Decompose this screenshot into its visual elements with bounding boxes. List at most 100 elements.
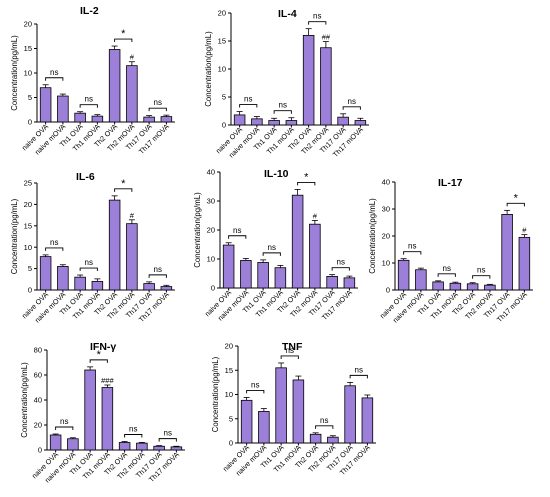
significance-bracket bbox=[280, 355, 299, 359]
bar-naive-mova bbox=[57, 266, 69, 291]
bar-th17-ova bbox=[344, 385, 356, 444]
chart-title: IL-6 bbox=[76, 171, 95, 183]
hash-mark: # bbox=[130, 211, 135, 220]
bar-th17-mova bbox=[343, 277, 356, 289]
significance-bracket bbox=[262, 252, 281, 256]
y-tick-label: 10 bbox=[24, 69, 32, 78]
chart-title: IFN-γ bbox=[90, 341, 116, 353]
y-tick-label: 20 bbox=[24, 20, 32, 29]
y-tick-label: 20 bbox=[218, 9, 226, 18]
y-axis-label: Concentration(pg/mL) bbox=[10, 198, 19, 274]
bar-th1-mova bbox=[91, 115, 104, 123]
y-tick-label: 20 bbox=[382, 232, 390, 241]
y-tick-label: 80 bbox=[34, 346, 42, 355]
bar-th1-mova bbox=[292, 379, 305, 444]
y-tick-label: 25 bbox=[24, 179, 32, 188]
significance-label: ns bbox=[154, 265, 162, 274]
y-tick-label: 5 bbox=[229, 414, 233, 423]
y-tick-label: 0 bbox=[211, 284, 215, 293]
significance-bracket bbox=[79, 104, 98, 108]
y-tick-label: 10 bbox=[382, 259, 390, 268]
bar-naive-mova bbox=[57, 95, 69, 123]
y-axis-label: Concentration(pg/mL) bbox=[20, 362, 29, 438]
bar-th17-ova bbox=[326, 275, 338, 289]
bar-naive-ova bbox=[49, 434, 62, 451]
y-tick-label: 10 bbox=[225, 390, 233, 399]
bar-th17-mova bbox=[160, 286, 173, 291]
bar-th1-ova bbox=[74, 112, 86, 123]
significance-bracket bbox=[45, 247, 64, 251]
y-tick-label: 0 bbox=[222, 121, 226, 130]
significance-label: ns bbox=[85, 258, 93, 267]
significance-bracket bbox=[506, 202, 525, 207]
significance-bracket bbox=[349, 374, 368, 379]
y-axis-label: Concentration(pg/mL) bbox=[193, 192, 202, 268]
significance-bracket bbox=[55, 426, 74, 430]
y-axis-label: Concentration(pg/mL) bbox=[211, 356, 220, 432]
significance-bracket bbox=[114, 188, 133, 192]
bar-naive-mova bbox=[67, 438, 79, 451]
significance-label: ns bbox=[164, 429, 172, 438]
bar-th2-mova bbox=[309, 223, 321, 289]
panel-il17: IL-17010203040Concentration(pg/mL)naive … bbox=[368, 177, 533, 325]
significance-bracket bbox=[403, 251, 422, 255]
significance-label: ns bbox=[320, 416, 328, 425]
significance-bracket bbox=[228, 235, 247, 239]
y-axis-label: Concentration(pg/mL) bbox=[204, 31, 213, 107]
bar-th2-ova bbox=[291, 194, 304, 289]
bar-th2-ova bbox=[302, 35, 315, 126]
y-tick-label: 40 bbox=[382, 178, 390, 187]
y-tick-label: 0 bbox=[28, 118, 32, 127]
hash-mark: # bbox=[313, 211, 318, 220]
significance-label: ns bbox=[50, 238, 58, 247]
significance-label: ns bbox=[60, 417, 68, 426]
significance-label: * bbox=[304, 171, 309, 183]
significance-bracket bbox=[114, 38, 133, 43]
significance-bracket bbox=[239, 104, 258, 108]
y-tick-label: 5 bbox=[28, 264, 32, 273]
y-tick-label: 20 bbox=[225, 342, 233, 351]
significance-bracket bbox=[158, 438, 177, 442]
bar-th17-mova bbox=[170, 446, 183, 451]
bar-th1-ova bbox=[432, 281, 444, 291]
significance-bracket bbox=[331, 267, 350, 271]
bar-th1-mova bbox=[449, 282, 462, 291]
bar-th2-ova bbox=[309, 433, 322, 444]
y-tick-label: 5 bbox=[28, 93, 32, 102]
bar-naive-ova bbox=[233, 114, 246, 126]
bar-th17-mova bbox=[354, 120, 367, 126]
y-tick-label: 60 bbox=[34, 371, 42, 380]
bar-th2-mova bbox=[320, 47, 332, 126]
bar-th1-ova bbox=[257, 262, 269, 289]
significance-label: ns bbox=[477, 266, 485, 275]
significance-bracket bbox=[148, 107, 167, 112]
y-tick-label: 10 bbox=[24, 243, 32, 252]
bar-th17-ova bbox=[501, 213, 513, 291]
bar-th1-mova bbox=[274, 267, 287, 289]
bar-naive-mova bbox=[415, 269, 427, 291]
significance-label: ns bbox=[355, 365, 363, 374]
significance-bracket bbox=[45, 77, 64, 81]
panel-il10: IL-10010203040Concentration(pg/mL)naive … bbox=[193, 168, 358, 323]
chart-title: IL-2 bbox=[80, 5, 99, 17]
y-tick-label: 0 bbox=[386, 286, 390, 295]
bar-th17-mova bbox=[361, 397, 374, 444]
bar-th1-mova bbox=[101, 387, 114, 451]
bar-th2-mova bbox=[136, 442, 148, 451]
y-tick-label: 15 bbox=[225, 366, 233, 375]
significance-bracket bbox=[79, 267, 98, 272]
bar-naive-ova bbox=[222, 244, 235, 289]
significance-bracket bbox=[297, 181, 316, 186]
significance-bracket bbox=[342, 106, 361, 110]
significance-bracket bbox=[437, 273, 456, 277]
significance-label: * bbox=[97, 349, 102, 361]
significance-bracket bbox=[273, 110, 292, 114]
y-axis-label: Concentration(pg/mL) bbox=[368, 198, 377, 274]
y-tick-label: 20 bbox=[207, 226, 215, 235]
y-tick-label: 20 bbox=[24, 200, 32, 209]
bar-naive-ova bbox=[240, 399, 253, 444]
hash-mark: ## bbox=[322, 33, 331, 42]
hash-mark: # bbox=[522, 226, 527, 235]
